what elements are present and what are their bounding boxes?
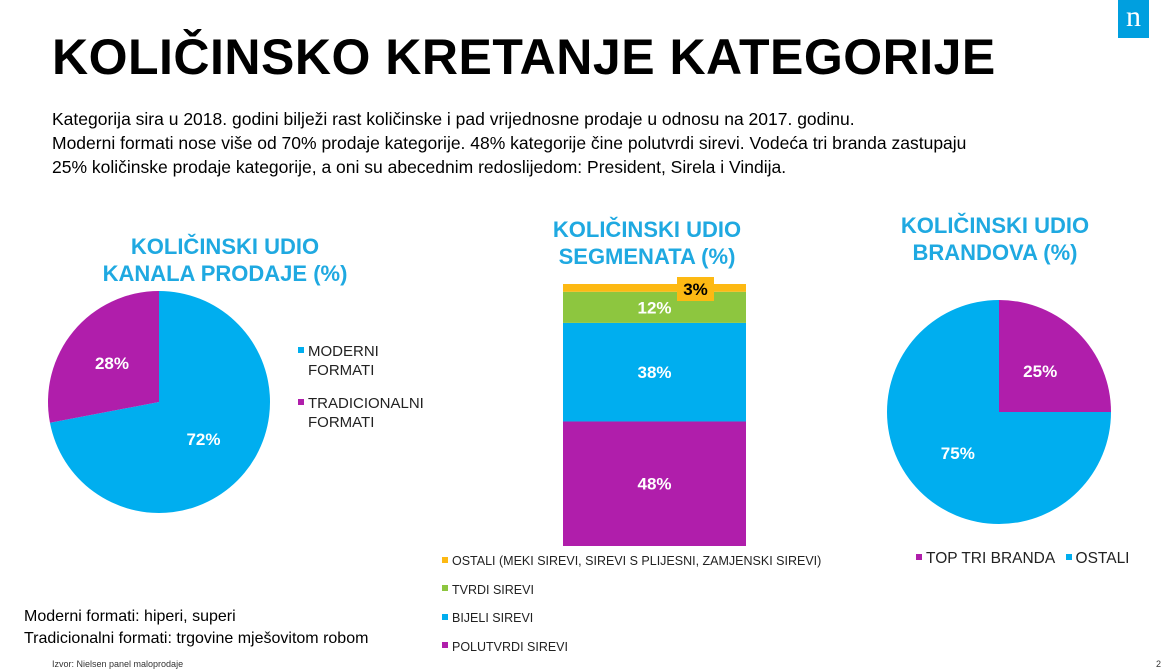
brand-chart-title: KOLIČINSKI UDIO BRANDOVA (%) bbox=[865, 212, 1125, 266]
slice-label: 72% bbox=[186, 430, 220, 449]
legend-label: TVRDI SIREVI bbox=[452, 582, 534, 597]
intro-line: 25% količinske prodaje kategorije, a oni… bbox=[52, 157, 787, 177]
legend-label: TOP TRI BRANDA bbox=[926, 550, 1056, 567]
legend-label: MODERNI bbox=[308, 343, 379, 360]
bar-label: 38% bbox=[637, 363, 671, 382]
nielsen-logo: n bbox=[1118, 0, 1149, 38]
legend-swatch bbox=[298, 347, 304, 354]
legend-swatch bbox=[442, 556, 448, 563]
legend-label: TRADICIONALNI bbox=[308, 395, 424, 412]
title-line: KOLIČINSKI UDIO bbox=[900, 213, 1090, 238]
legend-label: OSTALI (MEKI SIREVI, SIREVI S PLIJESNI, … bbox=[452, 554, 822, 568]
bar-label: 48% bbox=[637, 475, 671, 494]
bar-label: 12% bbox=[637, 298, 671, 317]
legend-item-tradicionalni: TRADICIONALNI FORMATI bbox=[298, 394, 458, 432]
channel-chart-title: KOLIČINSKI UDIO KANALA PRODAJE (%) bbox=[60, 233, 390, 287]
pie-slice bbox=[49, 291, 271, 513]
segment-chart-title: KOLIČINSKI UDIO SEGMENATA (%) bbox=[517, 216, 777, 270]
channel-legend: MODERNI FORMATI TRADICIONALNI FORMATI bbox=[298, 342, 458, 446]
footnote: Tradicionalni formati: trgovine mješovit… bbox=[24, 630, 369, 647]
legend-item-tvrdi: TVRDI SIREVI bbox=[442, 581, 821, 610]
legend-swatch bbox=[442, 585, 448, 592]
segment-legend: OSTALI (MEKI SIREVI, SIREVI S PLIJESNI, … bbox=[442, 552, 821, 666]
legend-swatch bbox=[442, 613, 448, 620]
legend-label: BIJELI SIREVI bbox=[452, 611, 534, 625]
bar-segment bbox=[563, 421, 746, 546]
bar-segment bbox=[563, 291, 746, 323]
title-line: KOLIČINSKI UDIO bbox=[130, 234, 320, 259]
title-line: KANALA PRODAJE (%) bbox=[102, 261, 348, 286]
bar-label: 3% bbox=[683, 280, 708, 299]
brand-legend: TOP TRI BRANDA OSTALI bbox=[916, 550, 1136, 568]
legend-item-bijeli: BIJELI SIREVI bbox=[442, 609, 821, 638]
title-line: KOLIČINSKI UDIO bbox=[552, 217, 742, 242]
page-number: 2 bbox=[1156, 659, 1162, 669]
pie-slice bbox=[47, 291, 159, 423]
pie-slice bbox=[887, 300, 1111, 524]
legend-item-ostali-segment: OSTALI (MEKI SIREVI, SIREVI S PLIJESNI, … bbox=[442, 552, 821, 581]
footnotes: Moderni formati: hiperi, superi Tradicio… bbox=[24, 606, 368, 650]
legend-item-top-tri: TOP TRI BRANDA bbox=[916, 550, 1055, 568]
title-line: BRANDOVA (%) bbox=[912, 240, 1078, 265]
legend-swatch bbox=[916, 553, 922, 560]
slice-label: 75% bbox=[941, 444, 975, 463]
bar-label-box bbox=[677, 277, 714, 301]
legend-label: OSTALI bbox=[1075, 550, 1130, 567]
legend-label: FORMATI bbox=[308, 414, 375, 431]
intro-text: Kategorija sira u 2018. godini bilježi r… bbox=[52, 107, 1142, 179]
intro-line: Moderni formati nose više od 70% prodaje… bbox=[52, 133, 967, 153]
page-title: KOLIČINSKO KRETANJE KATEGORIJE bbox=[52, 29, 996, 85]
source-note: Izvor: Nielsen panel maloprodaje bbox=[52, 659, 184, 669]
legend-label: FORMATI bbox=[308, 362, 375, 379]
legend-item-polutvrdi: POLUTVRDI SIREVI bbox=[442, 638, 821, 667]
legend-item-ostali-brand: OSTALI bbox=[1065, 550, 1130, 568]
legend-swatch bbox=[1065, 553, 1072, 560]
bar-segment bbox=[563, 322, 746, 422]
title-line: SEGMENATA (%) bbox=[558, 244, 736, 269]
bar-segment bbox=[563, 284, 746, 292]
legend-item-moderni: MODERNI FORMATI bbox=[298, 342, 458, 380]
legend-swatch bbox=[442, 642, 448, 649]
legend-label: POLUTVRDI SIREVI bbox=[452, 639, 568, 654]
slice-label: 28% bbox=[95, 354, 129, 373]
legend-swatch bbox=[298, 399, 304, 406]
footnote: Moderni formati: hiperi, superi bbox=[24, 608, 236, 625]
pie-slice bbox=[999, 300, 1111, 412]
intro-line: Kategorija sira u 2018. godini bilježi r… bbox=[52, 109, 855, 129]
slice-label: 25% bbox=[1023, 362, 1057, 381]
